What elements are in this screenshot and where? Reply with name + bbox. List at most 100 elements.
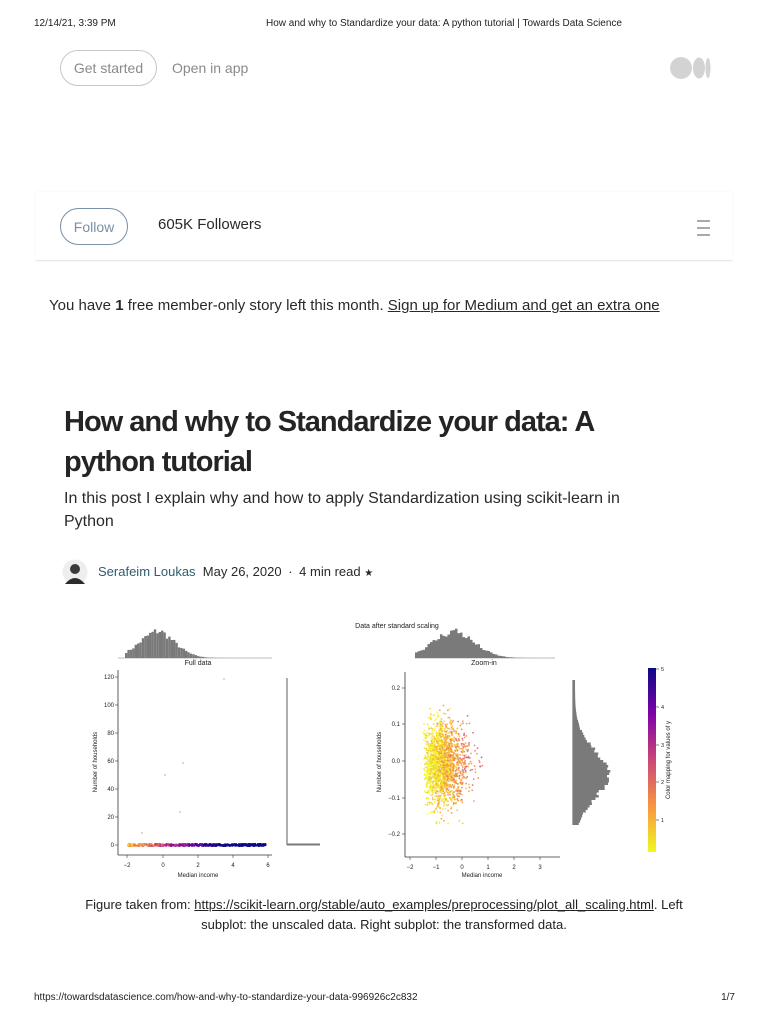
scatter-point xyxy=(443,752,446,754)
histogram-bar xyxy=(432,640,435,658)
caption-link[interactable]: https://scikit-learn.org/stable/auto_exa… xyxy=(194,897,654,912)
figure-text: 120 xyxy=(104,675,115,681)
histogram-bar xyxy=(490,652,493,658)
scatter-point xyxy=(442,808,444,810)
scatter-point xyxy=(431,786,434,789)
histogram-bar xyxy=(573,807,588,810)
figure-text: 0 xyxy=(460,865,464,871)
scatter-point xyxy=(450,741,452,744)
histogram-bar xyxy=(573,765,609,768)
histogram-bar xyxy=(422,649,425,658)
scatter-point xyxy=(446,756,449,759)
scatter-point xyxy=(449,797,452,800)
histogram-bar xyxy=(497,655,500,658)
scatter-point xyxy=(424,791,427,794)
medium-logo[interactable] xyxy=(665,54,715,84)
scatter-point xyxy=(450,755,453,757)
scatter-point xyxy=(465,745,467,748)
scatter-point xyxy=(437,790,440,793)
scatter-point xyxy=(434,770,437,773)
scatter-point xyxy=(447,754,450,756)
scatter-point xyxy=(434,779,436,781)
open-in-app-link[interactable]: Open in app xyxy=(172,60,249,76)
scatter-point xyxy=(461,766,464,768)
print-datetime: 12/14/21, 3:39 PM xyxy=(34,18,116,29)
scatter-point xyxy=(451,800,453,803)
scatter-point xyxy=(456,758,459,761)
scatter-point xyxy=(423,733,426,736)
scatter-point xyxy=(432,784,434,787)
scatter-point xyxy=(456,775,459,778)
histogram-bar xyxy=(132,648,135,658)
scatter-point xyxy=(463,745,466,748)
scatter-point xyxy=(450,723,452,726)
scatter-point xyxy=(432,774,435,777)
histogram-bar xyxy=(573,777,609,780)
scatter-point xyxy=(142,843,145,846)
scatter-point xyxy=(460,723,463,725)
histogram-bar xyxy=(573,817,582,820)
scatter-point xyxy=(441,727,444,730)
scatter-point xyxy=(455,792,458,795)
scatter-point xyxy=(423,767,425,770)
scatter-point xyxy=(459,724,462,727)
scatter-point xyxy=(424,737,427,740)
scatter-point xyxy=(449,790,452,793)
scatter-point xyxy=(439,738,442,740)
scatter-point xyxy=(430,770,432,772)
histogram-bar xyxy=(161,630,164,658)
scatter-point xyxy=(157,844,160,847)
scatter-point xyxy=(439,774,442,777)
scatter-point xyxy=(455,746,458,749)
scatter-point xyxy=(437,744,439,746)
histogram-bar xyxy=(573,712,577,715)
scatter-point xyxy=(437,797,440,800)
scatter-point xyxy=(430,756,433,759)
scatter-point xyxy=(442,798,445,801)
histogram-bar xyxy=(204,657,207,658)
scatter-point xyxy=(428,781,431,784)
scatter-point xyxy=(465,735,468,737)
scatter-point xyxy=(468,790,470,793)
scatter-point xyxy=(167,843,170,846)
scatter-point xyxy=(432,744,435,746)
signup-link[interactable]: Sign up for Medium and get an extra one xyxy=(387,297,660,314)
scatter-point xyxy=(457,793,459,796)
scatter-point xyxy=(441,769,443,772)
scatter-point xyxy=(437,799,440,802)
scatter-point xyxy=(441,744,444,747)
scatter-point xyxy=(461,759,464,762)
get-started-button[interactable]: Get started xyxy=(60,50,157,86)
scatter-point xyxy=(448,752,450,754)
scatter-point xyxy=(212,843,215,846)
scatter-point xyxy=(458,777,461,780)
scatter-point xyxy=(441,765,443,768)
scatter-point xyxy=(452,719,455,722)
histogram-bar xyxy=(573,775,608,778)
scatter-point xyxy=(441,742,443,745)
author-avatar[interactable] xyxy=(62,559,88,585)
figure-text: 2 xyxy=(512,865,516,871)
scatter-point xyxy=(440,779,443,782)
figure-text: −0.2 xyxy=(388,832,401,838)
scatter-point xyxy=(443,819,445,822)
figure-text: Color mapping for values of y xyxy=(666,721,672,799)
scatter-point xyxy=(447,794,449,796)
scatter-point xyxy=(438,709,441,712)
scatter-point xyxy=(450,807,452,810)
scatter-point xyxy=(440,732,443,734)
scatter-point xyxy=(456,763,458,766)
scatter-point xyxy=(457,756,460,759)
follow-button[interactable]: Follow xyxy=(60,208,128,245)
histogram-bar xyxy=(460,632,463,658)
menu-icon[interactable] xyxy=(694,217,712,239)
caption-text: Figure taken from: xyxy=(85,897,195,912)
scatter-point xyxy=(455,788,458,791)
author-name[interactable]: Serafeim Loukas xyxy=(98,564,196,579)
histogram-bar xyxy=(156,633,159,658)
scatter-point xyxy=(429,763,432,766)
histogram-bar xyxy=(430,642,433,658)
histogram-bar xyxy=(573,700,576,703)
scatter-point xyxy=(452,751,455,754)
scatter-point xyxy=(427,801,429,804)
